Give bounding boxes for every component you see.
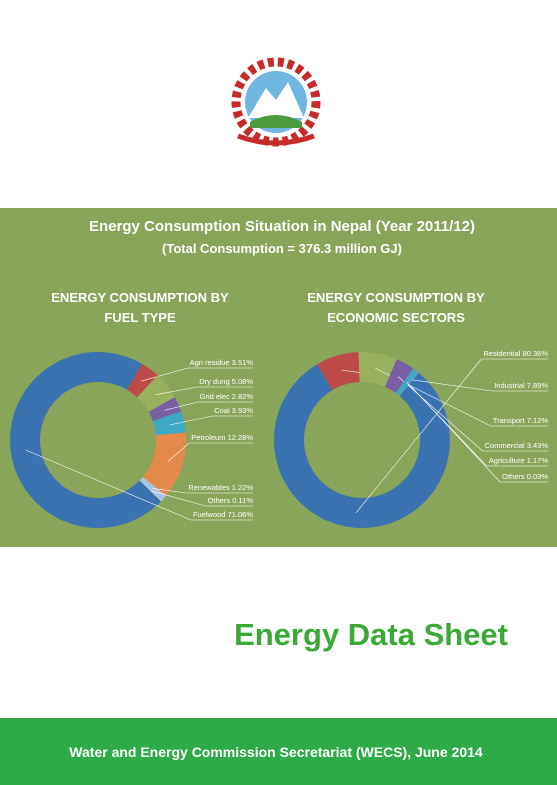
donut-slice — [274, 364, 451, 528]
donut-slice — [384, 359, 414, 393]
slice-category: Others — [502, 472, 525, 481]
slice-category: Dry dung — [199, 377, 229, 386]
slice-category: Coal — [214, 406, 230, 415]
slice-category: Industrial — [494, 381, 525, 390]
document-title: Energy Data Sheet — [234, 617, 508, 652]
slice-value-label: 1.22% — [232, 483, 254, 492]
slice-label: Grid elec 2.82% — [200, 392, 254, 401]
leader-line — [155, 386, 198, 396]
slice-value-label: 0.11% — [232, 496, 253, 505]
donut-slice — [148, 397, 182, 422]
chart-title: ENERGY CONSUMPTION BY ECONOMIC SECTORS — [307, 290, 485, 325]
leader-line — [141, 367, 188, 382]
slice-label: Others 0.11% — [208, 496, 254, 505]
slice-category: Others — [208, 496, 231, 505]
leader-line — [408, 383, 501, 483]
slice-category: Agri residue — [190, 358, 230, 367]
slice-label: Fuelwood 71.06% — [193, 510, 253, 519]
slice-category: Grid elec — [200, 392, 230, 401]
leader-line — [355, 358, 482, 513]
slice-value-label: 5.08% — [232, 377, 254, 386]
donut-slice — [139, 476, 166, 501]
slice-category: Renewables — [188, 483, 230, 492]
leader-line — [167, 442, 190, 462]
slice-label: Industrial 7.89% — [494, 381, 548, 390]
slice-value-label: 3.43% — [527, 441, 549, 450]
slice-category: Transport — [493, 416, 526, 425]
slice-category: Fuelwood — [193, 510, 226, 519]
slice-label: Agri residue 3.51% — [190, 358, 254, 367]
chart-title: ENERGY CONSUMPTION BY FUEL TYPE — [51, 290, 229, 325]
slice-value-label: 80.36% — [523, 349, 549, 358]
donut-slice — [142, 432, 186, 496]
footer-text: Water and Energy Commission Secretariat … — [69, 744, 483, 760]
donut-slice — [152, 411, 186, 436]
slice-value-label: 1.17% — [527, 456, 549, 465]
donut-slice — [10, 352, 162, 528]
slice-value-label: 0.03% — [527, 472, 549, 481]
donut-slice — [317, 352, 360, 391]
donut-slice — [395, 368, 419, 396]
donut-slice — [127, 363, 158, 398]
slice-label: Dry dung 5.08% — [199, 377, 253, 386]
slice-value-label: 7.12% — [527, 416, 549, 425]
slice-label: Residential 80.36% — [483, 349, 548, 358]
slice-label: Renewables 1.22% — [188, 483, 253, 492]
slice-label: Others 0.03% — [502, 472, 548, 481]
slice-label: Coal 3.93% — [214, 406, 253, 415]
slice-category: Petroleum — [191, 433, 225, 442]
leader-line — [169, 415, 213, 426]
slice-category: Commercial — [485, 441, 525, 450]
leader-line — [150, 490, 206, 507]
banner-subtitle: (Total Consumption = 376.3 million GJ) — [162, 241, 402, 256]
banner-title: Energy Consumption Situation in Nepal (Y… — [89, 218, 475, 235]
slice-value-label: 12.28% — [228, 433, 254, 442]
slice-category: Residential — [483, 349, 520, 358]
leader-line — [25, 449, 192, 521]
slice-value-label: 3.51% — [232, 358, 254, 367]
donut-slice — [137, 375, 175, 412]
slice-value-label: 2.82% — [232, 392, 254, 401]
emblem — [231, 57, 321, 147]
slice-value-label: 7.89% — [527, 381, 549, 390]
slice-label: Transport 7.12% — [493, 416, 549, 425]
slice-value-label: 3.93% — [232, 406, 254, 415]
slice-category: Agriculture — [489, 456, 525, 465]
slice-label: Commercial 3.43% — [485, 441, 549, 450]
slice-label: Petroleum 12.28% — [191, 433, 253, 442]
footer-band — [0, 718, 557, 785]
slice-value-label: 71.06% — [228, 510, 254, 519]
slice-label: Agriculture 1.17% — [489, 456, 549, 465]
leader-line — [152, 488, 187, 494]
leader-line — [397, 376, 483, 452]
leader-line — [164, 401, 198, 411]
